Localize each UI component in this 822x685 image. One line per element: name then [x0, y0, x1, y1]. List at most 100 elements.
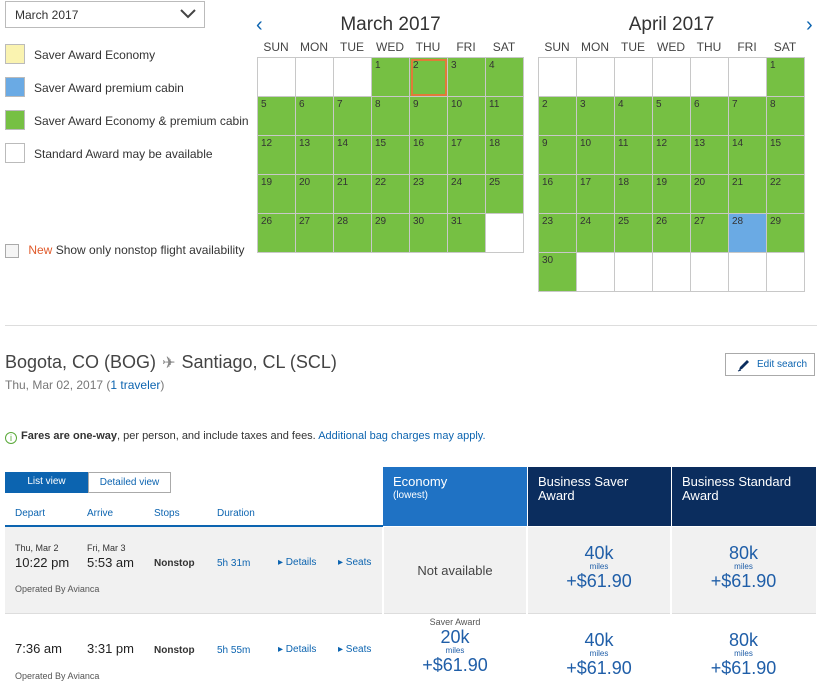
nonstop-checkbox[interactable] — [5, 243, 19, 258]
cabin-header-business-standard[interactable]: Business Standard Award — [671, 467, 816, 526]
stops: Nonstop — [154, 558, 195, 569]
calendar-day[interactable]: 13 — [691, 136, 729, 175]
seats-link[interactable]: ▸ Seats — [338, 644, 372, 655]
list-view-tab[interactable]: List view — [5, 472, 88, 493]
calendar-day[interactable]: 30 — [539, 253, 577, 292]
calendar-day[interactable]: 28 — [334, 214, 372, 253]
calendar-day[interactable]: 4 — [486, 58, 524, 97]
business-standard-price[interactable]: 80k miles +$61.90 — [671, 544, 816, 591]
calendar-day[interactable]: 16 — [539, 175, 577, 214]
calendar-day[interactable]: 25 — [486, 175, 524, 214]
calendar-day[interactable]: 30 — [410, 214, 448, 253]
calendar-day[interactable]: 12 — [258, 136, 296, 175]
calendar-day[interactable]: 17 — [577, 175, 615, 214]
calendar-day[interactable]: 2 — [539, 97, 577, 136]
price-miles: 20k — [440, 627, 470, 647]
calendar-day[interactable]: 8 — [372, 97, 410, 136]
calendar-day[interactable]: 15 — [767, 136, 805, 175]
details-link[interactable]: ▸ Details — [278, 644, 317, 655]
calendar-day[interactable]: 10 — [448, 97, 486, 136]
column-stops[interactable]: Stops — [154, 508, 180, 519]
column-duration[interactable]: Duration — [217, 508, 255, 519]
calendar-day[interactable]: 12 — [653, 136, 691, 175]
calendar-day[interactable]: 1 — [372, 58, 410, 97]
cabin-economy-label: Economy — [393, 474, 448, 489]
calendar-day[interactable]: 18 — [486, 136, 524, 175]
destination: Santiago, CL (SCL) — [181, 352, 337, 372]
business-saver-price[interactable]: 40k miles +$61.90 — [527, 631, 671, 678]
weekday-label: THU — [415, 40, 441, 54]
economy-price[interactable]: Saver Award 20k miles +$61.90 — [383, 617, 527, 675]
legend-label: Saver Award premium cabin — [34, 81, 184, 95]
cabin-header-business-saver[interactable]: Business Saver Award — [527, 467, 671, 526]
calendar-day[interactable]: 23 — [410, 175, 448, 214]
calendar-day[interactable]: 17 — [448, 136, 486, 175]
calendar-day[interactable]: 24 — [577, 214, 615, 253]
calendar-day[interactable]: 24 — [448, 175, 486, 214]
calendar-day[interactable]: 2 — [410, 58, 448, 97]
calendar-day[interactable]: 13 — [296, 136, 334, 175]
detailed-view-tab[interactable]: Detailed view — [88, 472, 171, 493]
month-select[interactable]: March 2017 — [5, 1, 205, 28]
calendar-day[interactable]: 23 — [539, 214, 577, 253]
calendar-day[interactable]: 29 — [372, 214, 410, 253]
calendar-day[interactable]: 21 — [334, 175, 372, 214]
business-saver-price[interactable]: 40k miles +$61.90 — [527, 544, 671, 591]
calendar-day[interactable]: 28 — [729, 214, 767, 253]
calendar-day[interactable]: 26 — [653, 214, 691, 253]
price-unit: miles — [589, 562, 609, 571]
nonstop-filter[interactable]: New Show only nonstop flight availabilit… — [5, 243, 244, 258]
calendar-day[interactable]: 22 — [767, 175, 805, 214]
price-unit: miles — [734, 562, 753, 571]
calendar-day[interactable]: 6 — [691, 97, 729, 136]
calendar-day[interactable]: 5 — [258, 97, 296, 136]
calendar-day[interactable]: 27 — [296, 214, 334, 253]
column-arrive[interactable]: Arrive — [87, 508, 114, 519]
calendar-day[interactable]: 9 — [539, 136, 577, 175]
calendar-day[interactable]: 8 — [767, 97, 805, 136]
calendar-day[interactable]: 14 — [334, 136, 372, 175]
prev-month-icon[interactable]: ‹ — [256, 14, 263, 36]
calendar-day[interactable]: 11 — [486, 97, 524, 136]
calendar-day[interactable]: 10 — [577, 136, 615, 175]
seats-link[interactable]: ▸ Seats — [338, 557, 372, 568]
calendar-day[interactable]: 19 — [258, 175, 296, 214]
calendar-day[interactable]: 20 — [691, 175, 729, 214]
calendar-empty-cell — [539, 58, 577, 97]
calendar-day[interactable]: 6 — [296, 97, 334, 136]
details-link[interactable]: ▸ Details — [278, 557, 317, 568]
calendar-day[interactable]: 9 — [410, 97, 448, 136]
calendar-day[interactable]: 29 — [767, 214, 805, 253]
business-standard-price[interactable]: 80k miles +$61.90 — [671, 631, 816, 678]
calendar-day[interactable]: 5 — [653, 97, 691, 136]
calendar-day[interactable]: 22 — [372, 175, 410, 214]
calendar-day[interactable]: 4 — [615, 97, 653, 136]
calendar-day[interactable]: 25 — [615, 214, 653, 253]
weekday-label: TUE — [340, 40, 364, 54]
calendar-day[interactable]: 1 — [767, 58, 805, 97]
legend-label: Saver Award Economy — [34, 48, 156, 62]
calendar-day[interactable]: 26 — [258, 214, 296, 253]
edit-search-button[interactable]: Edit search — [725, 353, 815, 376]
calendar-day[interactable]: 7 — [729, 97, 767, 136]
calendar-day[interactable]: 14 — [729, 136, 767, 175]
calendar-day[interactable]: 21 — [729, 175, 767, 214]
bag-charges-link[interactable]: Additional bag charges may apply. — [318, 430, 486, 442]
calendar-day[interactable]: 20 — [296, 175, 334, 214]
calendar-day[interactable]: 16 — [410, 136, 448, 175]
travelers-link[interactable]: 1 traveler — [110, 378, 161, 392]
calendar-day[interactable]: 31 — [448, 214, 486, 253]
calendar-day[interactable]: 18 — [615, 175, 653, 214]
legend-swatch — [5, 44, 25, 64]
calendar-day[interactable]: 3 — [577, 97, 615, 136]
calendar-day[interactable]: 15 — [372, 136, 410, 175]
cabin-header-economy[interactable]: Economy (lowest) — [383, 467, 527, 526]
column-depart[interactable]: Depart — [15, 508, 46, 519]
next-month-icon[interactable]: › — [806, 14, 813, 36]
calendar-day[interactable]: 19 — [653, 175, 691, 214]
price-tax: +$61.90 — [566, 658, 632, 678]
calendar-day[interactable]: 7 — [334, 97, 372, 136]
calendar-day[interactable]: 27 — [691, 214, 729, 253]
calendar-day[interactable]: 11 — [615, 136, 653, 175]
calendar-day[interactable]: 3 — [448, 58, 486, 97]
